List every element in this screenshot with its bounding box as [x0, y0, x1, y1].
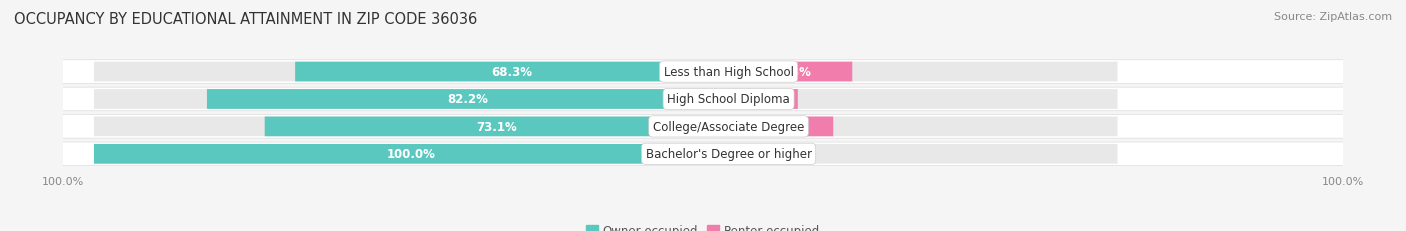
FancyBboxPatch shape [728, 62, 852, 82]
Text: 26.9%: 26.9% [761, 120, 801, 133]
Text: Bachelor's Degree or higher: Bachelor's Degree or higher [645, 148, 811, 161]
Text: 17.8%: 17.8% [742, 93, 783, 106]
FancyBboxPatch shape [295, 62, 728, 82]
Legend: Owner-occupied, Renter-occupied: Owner-occupied, Renter-occupied [581, 219, 825, 231]
FancyBboxPatch shape [0, 88, 1406, 111]
FancyBboxPatch shape [728, 117, 834, 137]
FancyBboxPatch shape [94, 117, 1118, 137]
FancyBboxPatch shape [264, 117, 728, 137]
FancyBboxPatch shape [728, 90, 797, 109]
FancyBboxPatch shape [0, 142, 1406, 166]
Text: 31.8%: 31.8% [770, 66, 811, 79]
FancyBboxPatch shape [207, 90, 728, 109]
FancyBboxPatch shape [94, 90, 1118, 109]
FancyBboxPatch shape [94, 144, 728, 164]
Text: OCCUPANCY BY EDUCATIONAL ATTAINMENT IN ZIP CODE 36036: OCCUPANCY BY EDUCATIONAL ATTAINMENT IN Z… [14, 12, 477, 27]
FancyBboxPatch shape [728, 144, 744, 164]
Text: College/Associate Degree: College/Associate Degree [652, 120, 804, 133]
Text: 100.0%: 100.0% [387, 148, 436, 161]
Text: Source: ZipAtlas.com: Source: ZipAtlas.com [1274, 12, 1392, 21]
FancyBboxPatch shape [0, 61, 1406, 84]
FancyBboxPatch shape [94, 62, 1118, 82]
Text: 0.0%: 0.0% [749, 148, 782, 161]
Text: 73.1%: 73.1% [477, 120, 517, 133]
FancyBboxPatch shape [94, 144, 1118, 164]
Text: High School Diploma: High School Diploma [668, 93, 790, 106]
Text: 68.3%: 68.3% [491, 66, 533, 79]
Text: Less than High School: Less than High School [664, 66, 793, 79]
Text: 82.2%: 82.2% [447, 93, 488, 106]
FancyBboxPatch shape [0, 115, 1406, 139]
